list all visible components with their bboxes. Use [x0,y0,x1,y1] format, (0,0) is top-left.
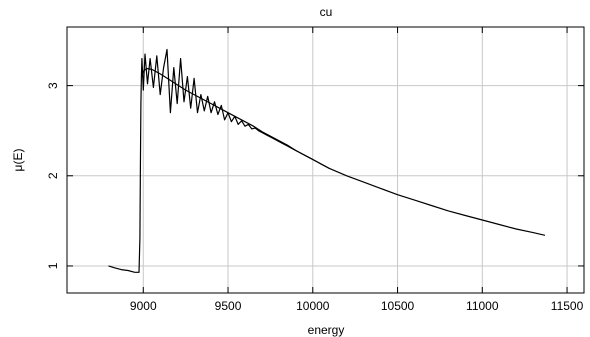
ticks [67,27,584,293]
x-tick-label: 11000 [466,299,499,313]
y-tick-label: 2 [46,172,60,179]
x-tick-label: 10500 [381,299,415,313]
y-axis-label: μ(E) [11,149,25,172]
series-line-2 [141,67,330,170]
series-group [108,48,546,273]
chart-title: cu [320,5,333,19]
x-tick-label: 9500 [215,299,242,313]
x-tick-label: 10000 [296,299,330,313]
series-line-1 [108,48,546,273]
x-tick-label: 9000 [130,299,157,313]
y-tick-label: 3 [46,82,60,89]
y-tick-label: 1 [46,262,60,269]
grid [67,27,584,293]
tick-labels: 9000 9500 10000 10500 11000 11500 1 2 3 [46,82,584,313]
x-axis-label: energy [308,323,345,337]
x-tick-label: 11500 [551,299,584,313]
plot-area-frame [66,26,585,294]
